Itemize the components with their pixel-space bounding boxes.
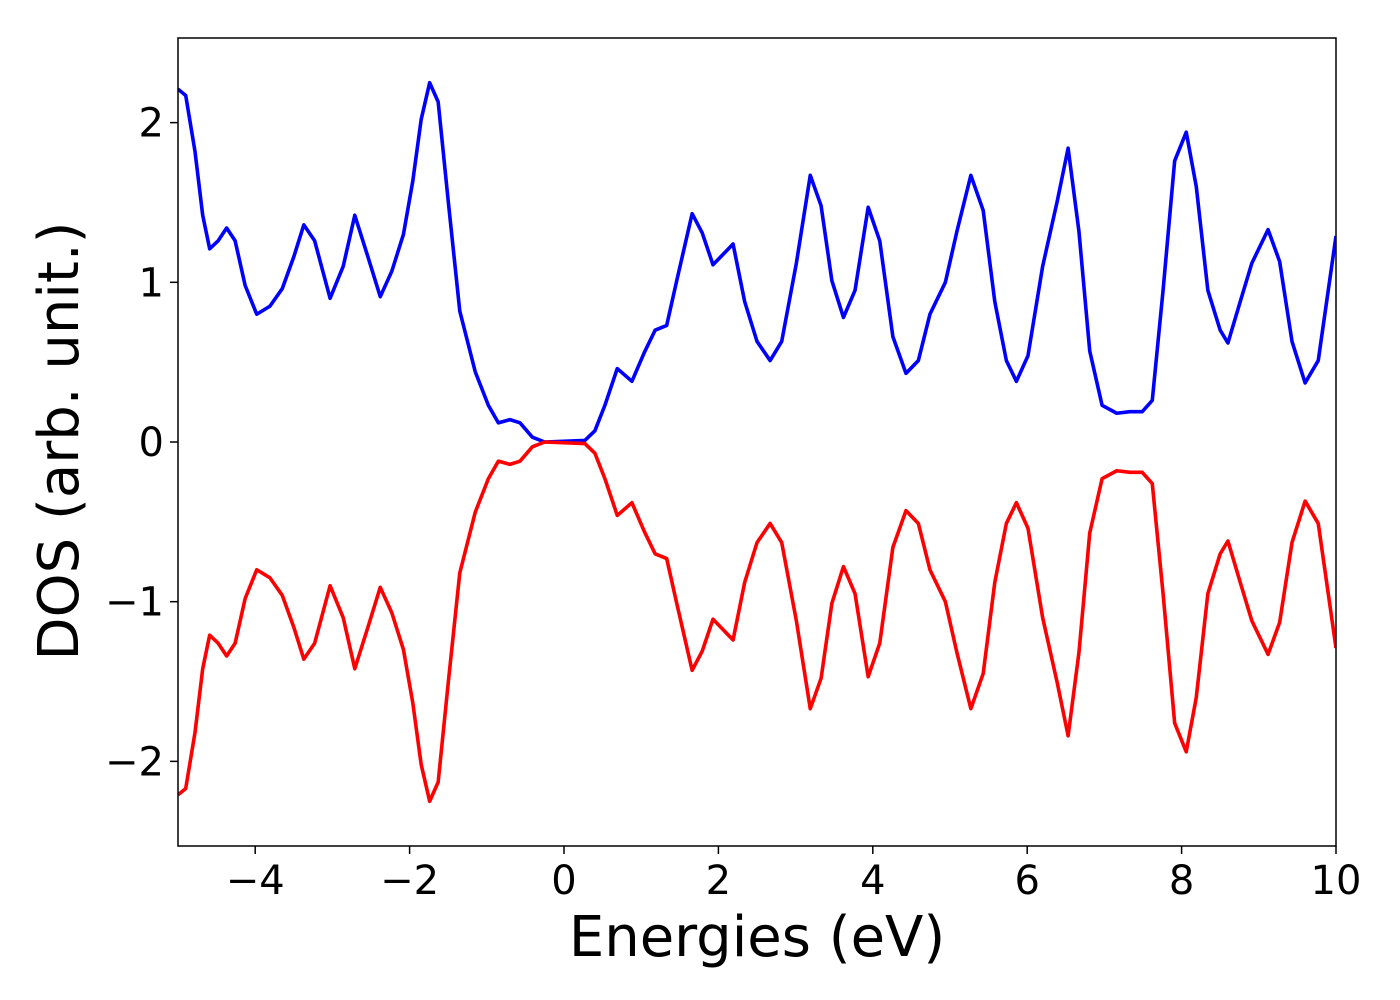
x-tick-label: 10 <box>1311 858 1362 904</box>
x-tick-label: 4 <box>860 858 885 904</box>
y-tick-label: −2 <box>105 739 164 785</box>
x-tick-label: −2 <box>380 858 439 904</box>
y-tick-label: 2 <box>139 101 164 147</box>
plot-frame <box>177 37 1337 847</box>
y-tick-label: −1 <box>105 580 164 626</box>
y-axis-label: DOS (arb. unit.) <box>27 221 92 660</box>
x-tick-label: 8 <box>1169 858 1194 904</box>
x-tick-label: 2 <box>706 858 731 904</box>
y-tick-label: 1 <box>139 260 164 306</box>
y-tick-label: 0 <box>139 420 164 466</box>
x-axis-label: Energies (eV) <box>569 905 945 970</box>
x-tick-label: −4 <box>226 858 285 904</box>
x-tick-label: 0 <box>551 858 576 904</box>
x-tick-label: 6 <box>1014 858 1039 904</box>
dos-line <box>178 440 1336 804</box>
dos-line <box>178 80 1336 444</box>
